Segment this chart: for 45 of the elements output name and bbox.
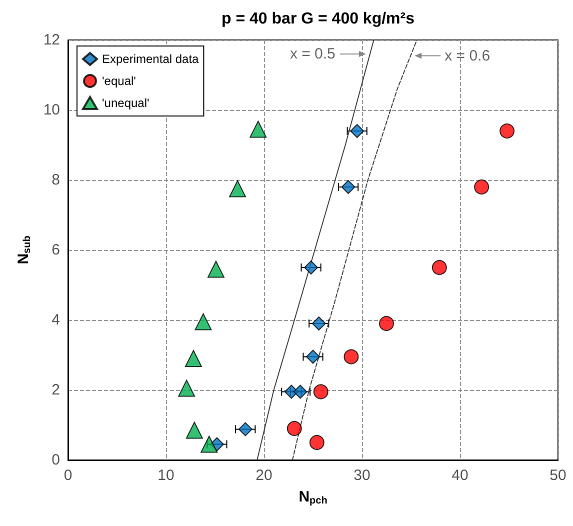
y-tick-label: 2 xyxy=(52,382,60,398)
point xyxy=(286,421,302,436)
x-tick-label: 30 xyxy=(354,467,370,484)
x-tick-label: 0 xyxy=(64,467,72,484)
legend-label: 'unequal' xyxy=(102,96,150,110)
point xyxy=(341,180,356,194)
point xyxy=(200,436,218,453)
legend-label: Experimental data xyxy=(102,52,200,66)
point xyxy=(184,350,202,367)
point xyxy=(293,384,308,399)
point xyxy=(304,260,318,274)
point xyxy=(379,316,394,331)
point xyxy=(306,350,320,364)
chart-title: p = 40 bar G = 400 kg/m²s xyxy=(222,10,415,28)
y-axis-title: Nsub xyxy=(14,236,33,264)
point xyxy=(350,124,364,138)
y-tick-label: 8 xyxy=(52,172,60,188)
point xyxy=(194,313,212,330)
point xyxy=(178,380,196,397)
y-tick-label: 10 xyxy=(43,102,60,118)
point xyxy=(344,349,359,364)
y-tick-label: 0 xyxy=(52,452,60,468)
point xyxy=(500,124,515,138)
point xyxy=(312,316,326,330)
point xyxy=(229,180,246,198)
annotation: x = 0.6 xyxy=(444,47,490,64)
x-tick-label: 10 xyxy=(158,467,174,484)
x-tick-label: 40 xyxy=(452,467,468,484)
line-series xyxy=(256,40,374,460)
point xyxy=(207,260,224,278)
y-tick-label: 4 xyxy=(52,312,60,328)
x-tick-label: 50 xyxy=(550,467,566,484)
point xyxy=(250,120,267,138)
y-tick-label: 12 xyxy=(43,32,60,48)
legend-label: 'equal' xyxy=(102,74,136,88)
point xyxy=(309,435,324,450)
point xyxy=(474,180,490,194)
y-tick-label: 6 xyxy=(52,242,60,258)
x-tick-label: 20 xyxy=(256,467,272,484)
point xyxy=(313,384,328,400)
point xyxy=(432,260,447,275)
point xyxy=(186,422,203,439)
annotation: x = 0.5 xyxy=(290,46,336,62)
line-series xyxy=(292,40,418,460)
point xyxy=(238,422,252,436)
